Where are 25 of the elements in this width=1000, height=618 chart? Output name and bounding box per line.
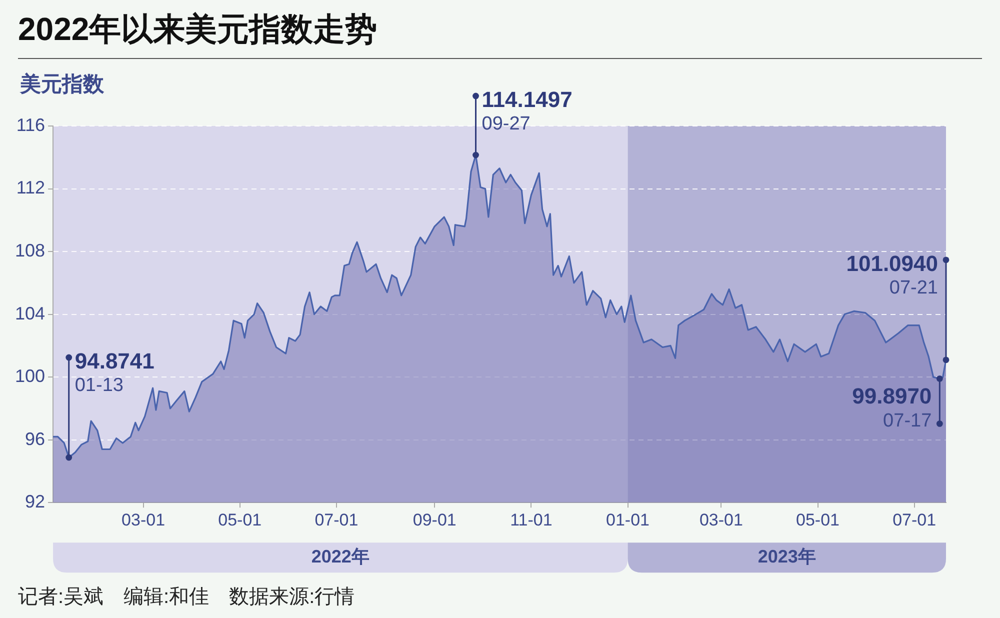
y-tick-label: 96: [25, 428, 46, 449]
text: 记者:吴斌 编辑:和佳 数据来源:行情: [18, 585, 355, 610]
x-tick-label: 01-01: [606, 510, 650, 530]
annotation: 94.8741 01-13: [74, 348, 154, 396]
y-tick-label: 100: [14, 366, 46, 386]
y-tick-label: 108: [14, 240, 46, 260]
x-tick-label: 07-01: [314, 510, 358, 530]
x-tick-label: 03-01: [122, 510, 166, 530]
band-label: 2023年: [758, 546, 816, 567]
y-axis-title: 美元指数: [20, 72, 104, 98]
y-tick-label: 92: [25, 492, 46, 512]
x-tick-label: 05-01: [218, 510, 262, 530]
x-tick-label: 09-01: [412, 510, 456, 530]
y-tick-label: 104: [14, 303, 46, 324]
x-tick-label: 03-01: [699, 510, 743, 530]
band-label: 2022年: [311, 546, 370, 567]
y-tick-label: 116: [16, 114, 46, 135]
x-tick-label: 11-01: [510, 510, 552, 530]
y-tick-label: 112: [16, 178, 46, 198]
chart-title: 2022年以来美元指数走势: [18, 8, 982, 59]
annotation: 99.8970 07-17: [852, 384, 932, 432]
annotation: 114.1497 09-27: [482, 87, 572, 135]
annotation: 101.0940 07-21: [846, 250, 938, 299]
x-tick-label: 07-01: [892, 510, 936, 530]
x-tick-label: 05-01: [796, 510, 840, 530]
